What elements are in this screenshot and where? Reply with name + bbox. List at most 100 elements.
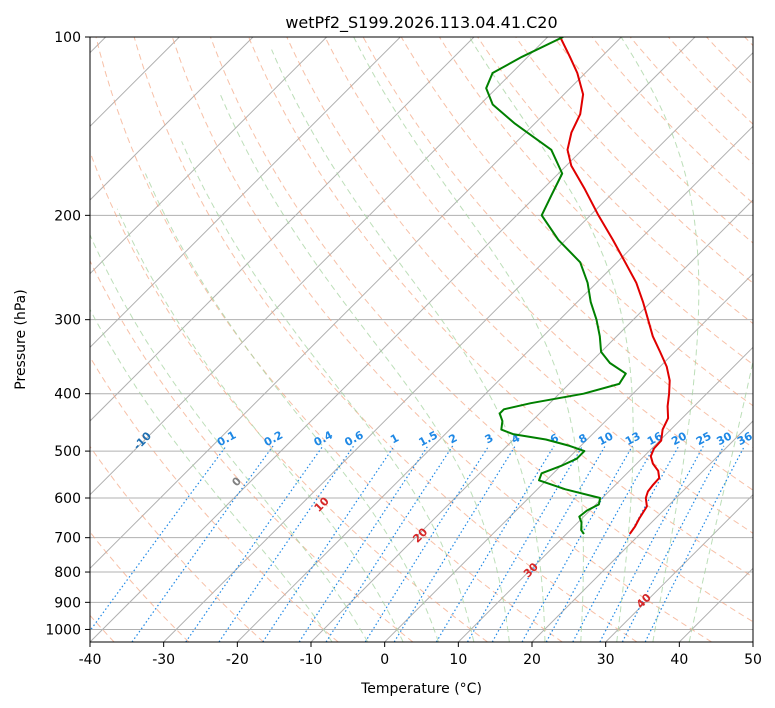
- background-lines: [90, 37, 753, 642]
- mixing-ratio-line-0.1: [90, 445, 227, 632]
- dry-adiabat-40: [171, 37, 712, 642]
- dry-adiabat--10: [90, 356, 339, 642]
- dry-adiabat-0: [90, 259, 414, 642]
- isotherm--30: [163, 51, 753, 642]
- x-tick-label: -40: [79, 652, 102, 668]
- y-tick-label: 900: [54, 595, 81, 611]
- mixing-ratio-label: 3: [483, 431, 496, 446]
- x-tick-label: 10: [449, 652, 467, 668]
- y-tick-label: 1000: [45, 622, 81, 638]
- mixing-ratio-label: 0.4: [312, 428, 336, 449]
- mixing-ratio-label: 36: [735, 429, 755, 448]
- dry-adiabat-label: 30: [521, 560, 541, 580]
- mixing-ratio-label: 30: [714, 429, 734, 448]
- mixing-ratio-line-25: [599, 445, 704, 642]
- x-tick-label: 30: [597, 652, 615, 668]
- moist-adiabat-10: [181, 141, 475, 642]
- mixing-ratio-line-4: [393, 445, 516, 642]
- dry-adiabat-label: 10: [312, 494, 332, 514]
- mixing-ratio-line-1: [262, 445, 395, 642]
- x-tick-label: 40: [670, 652, 688, 668]
- mixing-ratio-label: 0.2: [262, 428, 285, 449]
- mixing-ratio-line-16: [545, 445, 656, 642]
- isotherm--40: [90, 37, 696, 642]
- mixing-ratio-line-6: [435, 445, 555, 642]
- dry-adiabat-100: [400, 37, 753, 407]
- isotherm-50: [752, 641, 753, 642]
- isotherm-40: [678, 567, 753, 642]
- isotherm--20: [236, 125, 753, 642]
- mixing-ratio-label: 1: [388, 431, 401, 446]
- dry-adiabat--20: [90, 445, 264, 642]
- dry-adiabat-130: [515, 37, 753, 284]
- x-tick-label: 50: [744, 652, 762, 668]
- mixing-ratio-line-20: [572, 445, 680, 642]
- isotherm--10: [310, 199, 753, 642]
- y-tick-label: 700: [54, 531, 81, 547]
- sounding-series: [485, 37, 671, 535]
- mixing-ratio-label: 0.1: [215, 428, 238, 449]
- mixing-ratio-line-0.6: [218, 445, 355, 642]
- dry-adiabat-label: -30: [0, 367, 1, 390]
- dry-adiabat-10: [90, 150, 488, 642]
- dry-adiabat-label: -10: [131, 429, 154, 452]
- x-axis-label: Temperature (°C): [360, 681, 482, 697]
- moist-adiabat-20: [271, 49, 546, 642]
- mixing-ratio-line-36: [644, 445, 746, 642]
- moist-adiabat-15: [219, 94, 510, 642]
- y-tick-label: 800: [54, 565, 81, 581]
- dry-adiabat-150: [591, 37, 753, 204]
- dry-adiabat-label: 0: [229, 474, 244, 489]
- series-dewpoint-line: [485, 37, 627, 535]
- mixing-ratio-line-8: [466, 445, 584, 642]
- mixing-ratio-label: 10: [596, 429, 616, 448]
- isotherm--90: [90, 37, 328, 275]
- isotherm--100: [90, 37, 254, 201]
- dry-adiabat-140: [553, 37, 753, 244]
- x-tick-label: 20: [523, 652, 541, 668]
- mixing-ratio-label: 2: [447, 431, 460, 446]
- mixing-ratio-line-30: [621, 445, 725, 642]
- moist-adiabat-5: [144, 173, 439, 642]
- dry-adiabat-180: [706, 37, 753, 86]
- isotherm--70: [90, 37, 475, 422]
- moist-adiabat-0: [116, 208, 404, 642]
- moist-adiabat--10: [90, 308, 333, 642]
- mixing-ratio-label: 1.5: [417, 428, 440, 449]
- moist-adiabat-25: [353, 37, 584, 642]
- series-temperature-line: [559, 37, 671, 535]
- mixing-ratio-label: 25: [694, 429, 714, 448]
- y-tick-label: 600: [54, 491, 81, 507]
- plot-frame: [89, 36, 754, 643]
- y-axis-label: Pressure (hPa): [13, 289, 29, 389]
- mixing-ratio-line-3: [364, 445, 490, 642]
- mixing-ratio-line-10: [491, 445, 606, 642]
- isotherm--50: [90, 37, 622, 570]
- isotherm--80: [90, 37, 401, 349]
- dry-adiabat-90: [362, 37, 753, 449]
- mixing-ratio-label: 0.6: [342, 428, 366, 449]
- chart-title: wetPf2_S199.2026.113.04.41.C20: [285, 13, 557, 33]
- dry-adiabat-label: 40: [634, 591, 654, 611]
- moist-adiabat--5: [90, 233, 369, 642]
- dry-adiabat-60: [248, 37, 753, 578]
- moist-adiabat-35: [620, 37, 700, 642]
- y-tick-label: 200: [54, 208, 81, 224]
- dry-adiabat-30: [133, 37, 638, 642]
- mixing-ratio-line-0.4: [185, 445, 324, 642]
- mixing-ratio-label: 16: [645, 429, 665, 448]
- mixing-ratio-line-2: [325, 445, 454, 642]
- y-tick-label: 300: [54, 313, 81, 329]
- x-axis: -40 -30 -20 -10 0 10 20 30 40 50: [79, 642, 762, 668]
- y-tick-label: 400: [54, 387, 81, 403]
- dry-adiabat-190: [744, 37, 753, 47]
- isotherm--60: [90, 37, 549, 496]
- x-tick-label: -20: [226, 652, 249, 668]
- x-tick-label: 0: [380, 652, 389, 668]
- y-tick-label: 100: [54, 30, 81, 46]
- y-axis: 1000 900 800 700 600 500 400 300 200 100: [45, 30, 90, 638]
- mixing-ratio-line-13: [521, 445, 634, 642]
- x-tick-label: -10: [300, 652, 323, 668]
- isotherm-10: [457, 346, 753, 642]
